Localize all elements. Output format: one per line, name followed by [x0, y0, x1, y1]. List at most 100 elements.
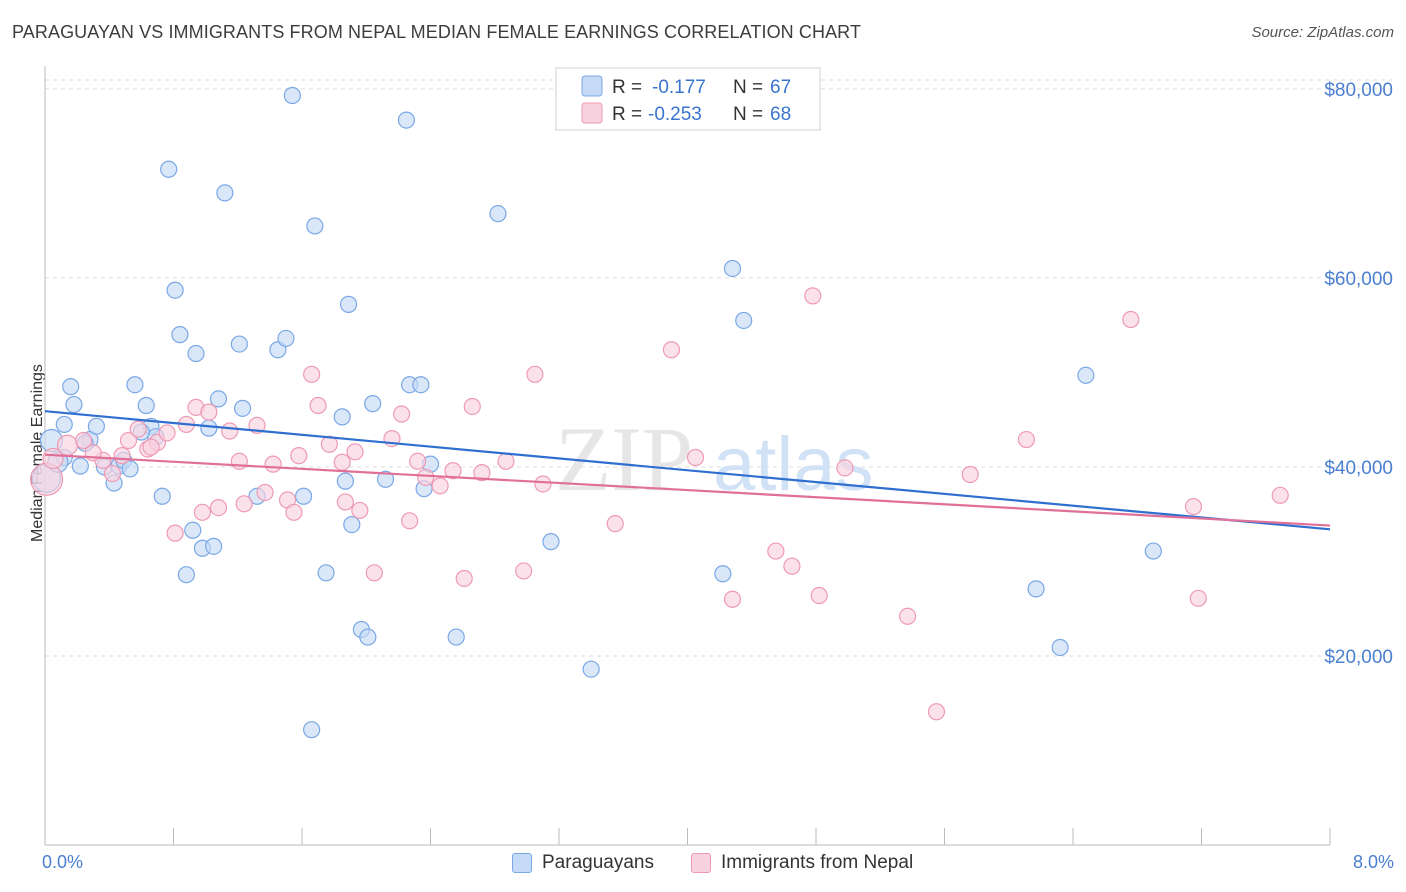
paraguayans-point-37 [303, 721, 321, 739]
legend-n-label-0: N = [733, 77, 763, 98]
nepal-point-31 [336, 493, 354, 511]
paraguayans-point-20 [166, 281, 184, 299]
nepal-point-5 [103, 464, 122, 483]
chart-title: PARAGUAYAN VS IMMIGRANTS FROM NEPAL MEDI… [12, 22, 862, 42]
legend-n-value-0: 67 [770, 77, 791, 98]
legend-swatch-nepal [691, 853, 711, 873]
paraguayans-point-35 [283, 86, 301, 105]
y-tick-label-2: $60,000 [1324, 269, 1393, 290]
nepal-point-52 [723, 590, 742, 608]
legend-label-nepal: Immigrants from Nepal [721, 852, 914, 873]
paraguayans-point-5 [65, 395, 83, 414]
y-tick-labels: $20,000 $40,000 $60,000 $80,000 [1324, 80, 1393, 668]
nepal-point-41 [444, 462, 462, 480]
bottom-legend: Paraguayans Immigrants from Nepal [0, 850, 1406, 880]
nepal-point-51 [686, 448, 705, 467]
paraguayans-point-48 [397, 111, 416, 129]
legend-n-label-1: N = [733, 104, 763, 125]
paraguayans-point-22 [177, 566, 195, 584]
nepal-point-60 [961, 465, 979, 484]
x-tick-label-max: 8.0% [1352, 852, 1394, 872]
paraguayans-point-36 [295, 487, 313, 505]
nepal-point-49 [606, 515, 624, 533]
nepal-point-34 [365, 564, 383, 582]
stats-legend: R = -0.177 N = 67 R = -0.253 N = 68 [555, 67, 821, 131]
paraguayans-point-27 [205, 537, 223, 555]
nepal-point-3 [74, 431, 93, 450]
paraguayans-point-13 [121, 460, 139, 478]
nepal-point-62 [1122, 310, 1140, 329]
nepal-point-45 [497, 452, 515, 470]
nepal-point-59 [927, 703, 946, 721]
paraguayans-point-34 [277, 329, 295, 348]
nepal-point-57 [836, 459, 854, 477]
nepal-point-47 [526, 365, 544, 383]
y-tick-label-3: $80,000 [1324, 80, 1393, 101]
nepal-point-36 [392, 405, 411, 423]
trend-lines [44, 410, 1331, 531]
paraguayans-point-6 [71, 457, 89, 475]
nepal-point-67 [142, 438, 160, 456]
paraguayans-point-30 [230, 335, 248, 353]
legend-n-value-1: 68 [770, 104, 791, 125]
legend-r-value-0: -0.177 [652, 77, 706, 98]
nepal-point-8 [129, 420, 147, 438]
paraguayans-point-56 [582, 660, 600, 678]
x-tick-label-min: 0.0% [42, 852, 84, 872]
nepal-point-23 [264, 455, 282, 473]
paraguayans-point-62 [1077, 366, 1095, 384]
paraguayans-point-3 [55, 415, 73, 434]
nepal-point-22 [256, 483, 274, 502]
nepal-point-11 [158, 424, 176, 442]
nepal-point-39 [417, 468, 435, 486]
paraguayans-point-39 [317, 564, 335, 582]
paraguayans-point-14 [126, 376, 144, 394]
nepal-point-46 [515, 562, 533, 580]
paraguayans-point-63 [1144, 542, 1162, 560]
paraguayans-point-31 [233, 399, 252, 417]
nepal-point-54 [783, 557, 801, 575]
nepal-point-50 [662, 341, 681, 359]
nepal-point-26 [290, 447, 308, 465]
nepal-point-28 [309, 396, 327, 415]
nepal-point-44 [473, 464, 491, 482]
paraguayans-point-59 [735, 311, 753, 330]
paraguayans-point-26 [200, 419, 218, 437]
nepal-point-1 [42, 447, 64, 470]
nepal-point-15 [193, 503, 212, 521]
nepal-point-16 [200, 403, 218, 421]
nepal-point-25 [285, 503, 303, 521]
nepal-point-0 [30, 462, 64, 496]
bottom-legend-item-nepal: Immigrants from Nepal [691, 852, 913, 874]
nepal-point-27 [303, 365, 321, 383]
paraguayans-point-46 [364, 395, 382, 413]
paraguayans-point-18 [153, 487, 171, 505]
nepal-point-63 [1184, 498, 1203, 516]
source-credit: Source: ZipAtlas.com [1251, 24, 1394, 41]
nepal-point-20 [235, 495, 253, 513]
nepal-point-48 [534, 475, 552, 493]
paraguayans-point-40 [333, 408, 351, 426]
paraguayans-point-24 [187, 344, 205, 363]
nepal-point-56 [810, 586, 828, 605]
nepal-point-65 [1271, 486, 1289, 504]
paraguayans-point-43 [343, 516, 361, 534]
paraguayans-point-8 [87, 417, 106, 435]
nepal-point-18 [221, 422, 239, 440]
paraguayans-point-29 [216, 184, 234, 202]
nepal-point-33 [351, 501, 369, 520]
nepal-point-64 [1189, 589, 1207, 607]
nepal-point-6 [113, 447, 131, 465]
nepal-point-17 [209, 498, 228, 517]
watermark: ZIP atlas [555, 408, 874, 510]
y-tick-label-1: $40,000 [1324, 458, 1393, 479]
paraguayans-point-57 [714, 565, 732, 583]
paraguayans-point-15 [137, 396, 155, 415]
nepal-point-37 [401, 512, 419, 530]
legend-r-label-0: R = [612, 77, 642, 98]
paraguayans-point-61 [1051, 638, 1069, 657]
paraguayans-point-42 [339, 295, 358, 313]
nepal-point-42 [455, 569, 473, 588]
paraguayans-point-50 [412, 376, 430, 394]
